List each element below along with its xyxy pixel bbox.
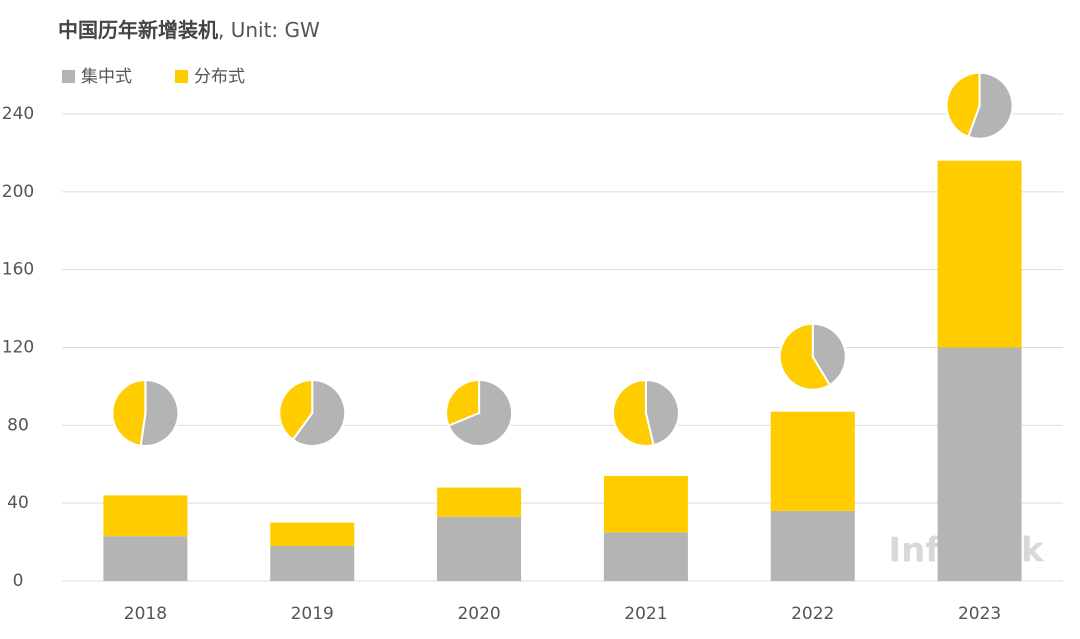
bar-segment bbox=[103, 495, 188, 537]
pie-slice bbox=[967, 71, 1014, 140]
bar-segment bbox=[770, 411, 855, 511]
bar-segment bbox=[603, 532, 688, 581]
legend-label: 集中式 bbox=[81, 67, 132, 87]
x-tick-label: 2020 bbox=[457, 604, 500, 624]
x-tick-label: 2023 bbox=[958, 604, 1001, 624]
y-tick-label: 0 bbox=[13, 571, 24, 591]
bar-segment bbox=[270, 522, 355, 546]
legend-swatch bbox=[62, 70, 75, 83]
bar-segment bbox=[103, 536, 188, 581]
y-tick-label: 40 bbox=[7, 493, 29, 513]
pie-slice bbox=[445, 378, 481, 427]
bar-segment bbox=[603, 475, 688, 533]
x-tick-label: 2022 bbox=[791, 604, 834, 624]
y-tick-label: 80 bbox=[7, 415, 29, 435]
bar-segment bbox=[270, 545, 355, 581]
x-tick-label: 2021 bbox=[624, 604, 667, 624]
pie-slice bbox=[611, 378, 655, 447]
pie-slice bbox=[945, 71, 981, 138]
pie-slice bbox=[778, 322, 832, 391]
y-tick-label: 160 bbox=[2, 260, 34, 280]
bar-segment bbox=[937, 347, 1022, 581]
chart-title: 中国历年新增装机, Unit: GW bbox=[58, 18, 320, 42]
x-tick-label: 2019 bbox=[291, 604, 334, 624]
title-main: 中国历年新增装机 bbox=[58, 18, 218, 42]
pie-slice bbox=[278, 378, 314, 442]
bar-segment bbox=[770, 510, 855, 581]
bar-segment bbox=[437, 516, 522, 581]
legend-swatch bbox=[175, 70, 188, 83]
pie-slice bbox=[291, 378, 347, 447]
pie-slice bbox=[139, 378, 180, 447]
bar-segment bbox=[437, 487, 522, 517]
pie-slice bbox=[447, 378, 514, 447]
pie-slice bbox=[111, 378, 147, 447]
y-tick-label: 120 bbox=[2, 338, 34, 358]
title-unit: , Unit: GW bbox=[218, 18, 320, 42]
bar-segment bbox=[937, 160, 1022, 348]
y-tick-label: 240 bbox=[2, 104, 34, 124]
legend-label: 分布式 bbox=[194, 67, 245, 87]
pie-slice bbox=[644, 378, 680, 447]
y-tick-label: 200 bbox=[2, 182, 34, 202]
x-tick-label: 2018 bbox=[124, 604, 167, 624]
